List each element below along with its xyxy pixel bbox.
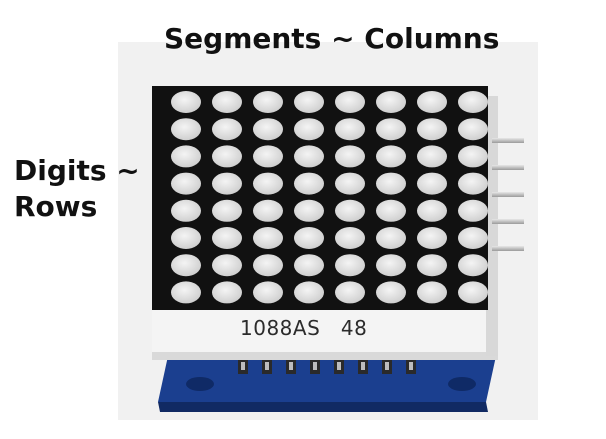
led-dot	[417, 254, 447, 277]
led-dot	[253, 281, 283, 304]
led-dot	[294, 172, 324, 195]
led-dot	[294, 254, 324, 277]
led-dot	[458, 199, 488, 222]
housing-bottom-edge	[152, 352, 498, 360]
led-dot	[417, 145, 447, 168]
led-dot	[171, 91, 201, 113]
led-dot	[294, 91, 324, 113]
led-dot	[212, 118, 242, 141]
header-pin-tip	[361, 362, 365, 370]
led-dot	[458, 254, 488, 277]
housing-front	[152, 306, 498, 356]
led-dot	[294, 145, 324, 168]
header-pin-tip	[241, 362, 245, 370]
digits-rows-label-line1: Digits ~	[14, 154, 140, 187]
led-dot	[458, 118, 488, 141]
led-dot	[376, 254, 406, 277]
led-dot	[212, 227, 242, 249]
led-dot	[376, 145, 406, 168]
led-dot	[458, 145, 488, 168]
led-dot	[294, 118, 324, 141]
led-dot	[253, 118, 283, 141]
led-dot	[417, 172, 447, 195]
side-pin	[492, 165, 524, 170]
led-dot	[212, 199, 242, 222]
led-dot	[171, 118, 201, 141]
header-pin-tip	[409, 362, 413, 370]
pcb-board	[158, 356, 496, 412]
part-code: 48	[340, 316, 368, 340]
led-dot	[171, 281, 201, 304]
led-dot	[335, 227, 365, 249]
led-dot	[212, 91, 242, 113]
led-dot	[171, 145, 201, 168]
led-grid	[171, 91, 488, 304]
led-dot	[212, 145, 242, 168]
led-dot	[294, 281, 324, 304]
header-pin-tip	[265, 362, 269, 370]
led-dot	[376, 281, 406, 304]
led-dot	[253, 91, 283, 113]
led-dot	[294, 199, 324, 222]
led-dot	[335, 172, 365, 195]
led-dot	[376, 227, 406, 249]
led-dot	[417, 227, 447, 249]
led-dot	[335, 145, 365, 168]
side-pin	[492, 138, 524, 143]
led-dot	[335, 199, 365, 222]
led-dot	[171, 254, 201, 277]
digits-rows-label-line2: Rows	[14, 190, 98, 223]
header-pin-tip	[313, 362, 317, 370]
led-dot	[212, 281, 242, 304]
header-pin-tip	[337, 362, 341, 370]
led-dot	[171, 227, 201, 249]
led-dot	[417, 91, 447, 113]
side-pin	[492, 246, 524, 251]
led-dot	[458, 281, 488, 304]
led-dot	[376, 172, 406, 195]
led-dot	[417, 118, 447, 141]
housing-side	[486, 96, 498, 356]
led-dot	[171, 199, 201, 222]
led-dot	[212, 172, 242, 195]
mounting-hole-left	[186, 377, 214, 391]
led-dot	[376, 91, 406, 113]
led-dot	[294, 227, 324, 249]
led-dot	[253, 227, 283, 249]
led-dot	[376, 118, 406, 141]
led-dot	[417, 199, 447, 222]
led-dot	[458, 91, 488, 113]
part-number: 1088AS	[240, 316, 321, 340]
led-dot	[458, 172, 488, 195]
led-dot	[335, 254, 365, 277]
matrix-housing	[152, 96, 498, 360]
led-dot	[335, 91, 365, 113]
led-dot	[212, 254, 242, 277]
led-dot	[417, 281, 447, 304]
led-dot	[253, 172, 283, 195]
header-pins	[238, 360, 416, 374]
header-pin-tip	[385, 362, 389, 370]
led-dot	[458, 227, 488, 249]
led-dot	[376, 199, 406, 222]
mounting-hole-right	[448, 377, 476, 391]
segments-columns-label: Segments ~ Columns	[164, 22, 500, 55]
led-dot	[253, 145, 283, 168]
led-dot	[253, 199, 283, 222]
led-dot	[253, 254, 283, 277]
led-dot	[335, 118, 365, 141]
part-marking: 1088AS 48	[240, 316, 460, 340]
side-pins	[492, 138, 524, 251]
led-dot	[335, 281, 365, 304]
header-pin-tip	[289, 362, 293, 370]
side-pin	[492, 219, 524, 224]
pcb-edge	[158, 402, 488, 412]
led-dot	[171, 172, 201, 195]
side-pin	[492, 192, 524, 197]
